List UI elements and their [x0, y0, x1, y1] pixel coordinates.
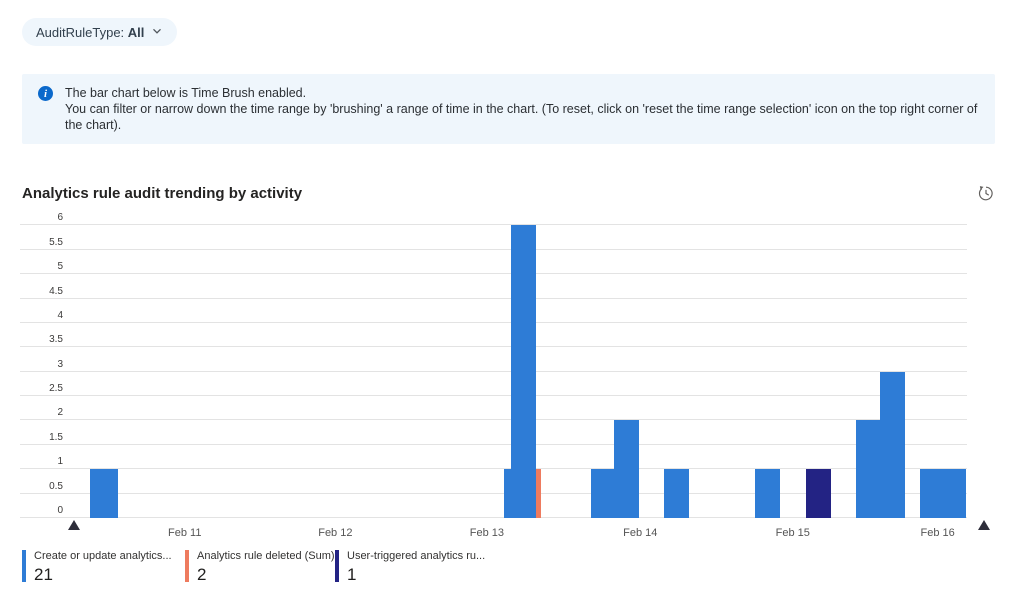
- y-tick-label: 4.5: [49, 285, 63, 297]
- gridline: [20, 468, 967, 470]
- y-tick-label: 1: [57, 456, 63, 468]
- reset-time-range-icon[interactable]: [977, 184, 995, 202]
- y-tick-label: 2: [57, 407, 63, 419]
- legend-stripe: [335, 550, 339, 582]
- y-tick-label: 4: [57, 309, 63, 321]
- bar-chart[interactable]: 0 0.5 1 1.5 2 2.5 3 3.5 4 4.5 5 5.5 6 Feb 11 Feb 12 Fe…: [20, 212, 991, 542]
- chart-legend: Create or update analytics... 21 Analyti…: [22, 550, 995, 585]
- y-tick-label: 3.5: [49, 334, 63, 346]
- filter-value: All: [127, 24, 145, 40]
- y-tick-label: 5.5: [49, 236, 63, 248]
- bar-create-or-update[interactable]: [754, 469, 780, 518]
- legend-value: 21: [34, 565, 53, 584]
- y-tick-label: 1.5: [49, 431, 63, 443]
- audit-rule-type-filter[interactable]: AuditRuleType: All: [22, 18, 178, 46]
- legend-value: 1: [347, 565, 357, 584]
- gridline: [20, 346, 967, 348]
- gridline: [20, 297, 967, 299]
- gridline: [20, 419, 967, 421]
- bar-create-or-update[interactable]: [613, 420, 639, 518]
- gridline: [20, 321, 967, 323]
- y-tick-label: 0.5: [49, 480, 63, 492]
- gridline: [20, 395, 967, 397]
- x-tick-label: Feb 14: [623, 527, 658, 539]
- legend-label: User-triggered analytics ru...: [347, 550, 486, 562]
- y-tick-label: 3: [57, 358, 63, 370]
- bar-create-or-update[interactable]: [920, 469, 967, 518]
- gridline: [20, 443, 967, 445]
- legend-stripe: [185, 550, 189, 582]
- bar-user-triggered[interactable]: [806, 469, 831, 518]
- bar-create-or-update[interactable]: [591, 469, 615, 518]
- x-tick-label: Feb 11: [168, 527, 202, 539]
- bar-create-or-update[interactable]: [504, 469, 512, 518]
- y-tick-label: 2.5: [49, 383, 63, 395]
- gridline: [20, 370, 967, 372]
- gridline: [20, 492, 967, 494]
- chart-title: Analytics rule audit trending by activit…: [22, 184, 303, 202]
- chart-header: Analytics rule audit trending by activit…: [22, 184, 995, 202]
- info-banner: i The bar chart below is Time Brush enab…: [22, 74, 995, 144]
- y-tick-label: 6: [57, 212, 63, 224]
- bar-create-or-update[interactable]: [663, 469, 689, 518]
- x-axis: Feb 11 Feb 12 Feb 13 Feb 14 Feb 15 Feb 16: [20, 518, 991, 542]
- bar-rule-deleted[interactable]: [536, 469, 542, 518]
- chevron-down-icon: [151, 25, 163, 40]
- gridline: [20, 224, 967, 226]
- x-tick-label: Feb 13: [469, 527, 504, 539]
- bar-create-or-update[interactable]: [879, 371, 905, 518]
- gridline: [20, 517, 967, 518]
- legend-label: Analytics rule deleted (Sum): [197, 550, 335, 562]
- bar-create-or-update[interactable]: [511, 225, 537, 518]
- brush-handle-left[interactable]: [67, 520, 80, 530]
- banner-line1: The bar chart below is Time Brush enable…: [65, 86, 307, 100]
- banner-line2: You can filter or narrow down the time r…: [65, 102, 978, 132]
- legend-stripe: [22, 550, 26, 582]
- info-icon: i: [38, 86, 53, 101]
- legend-value: 2: [197, 565, 207, 584]
- gridline: [20, 273, 967, 275]
- x-tick-label: Feb 15: [775, 527, 810, 539]
- x-tick-label: Feb 12: [318, 527, 353, 539]
- y-tick-label: 5: [57, 261, 63, 273]
- legend-item-rule-deleted[interactable]: Analytics rule deleted (Sum) 2: [185, 550, 335, 585]
- plot-area[interactable]: 0 0.5 1 1.5 2 2.5 3 3.5 4 4.5 5 5.5 6: [20, 212, 967, 518]
- bar-create-or-update[interactable]: [90, 469, 119, 518]
- workbook-page: AuditRuleType: All i The bar chart below…: [20, 18, 995, 585]
- legend-item-user-triggered[interactable]: User-triggered analytics ru... 1: [335, 550, 485, 585]
- y-tick-label: 0: [57, 505, 63, 516]
- banner-text: The bar chart below is Time Brush enable…: [65, 85, 981, 133]
- filter-label: AuditRuleType:: [36, 24, 125, 40]
- bar-create-or-update[interactable]: [856, 420, 880, 518]
- brush-handle-right[interactable]: [978, 520, 991, 530]
- legend-label: Create or update analytics...: [34, 550, 172, 562]
- x-tick-label: Feb 16: [920, 527, 955, 539]
- gridline: [20, 248, 967, 250]
- legend-item-create-or-update[interactable]: Create or update analytics... 21: [22, 550, 185, 585]
